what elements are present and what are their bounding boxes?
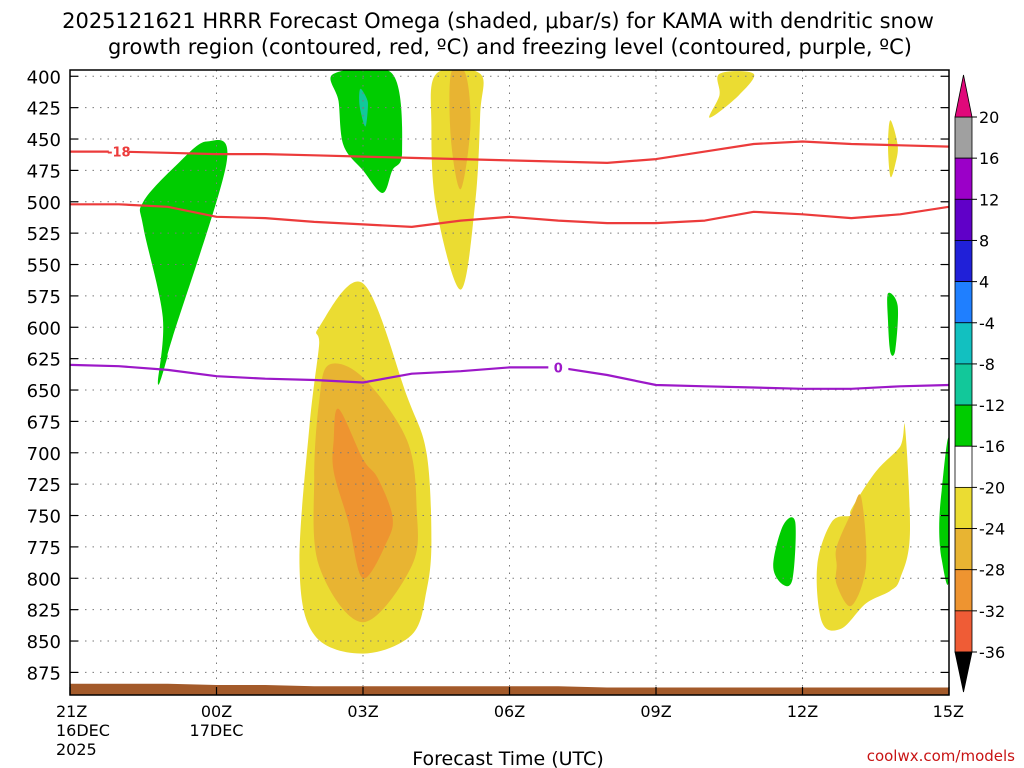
colorbar: -36 -32 -28 -24 -20 -16 -12 -8 -4 4 8 12 16 20	[954, 74, 1005, 693]
colorbar-label-1: -32	[979, 602, 1005, 621]
omega-region-12	[888, 120, 898, 178]
x-tick-date-21Z: 16DEC	[56, 721, 110, 740]
colorbar-swatch-8	[954, 445, 973, 488]
pressure-axis: 400 425 450 475 500 525 550 575 600 625 650 675 700 7…	[27, 67, 949, 684]
chart-title-line-2: growth region (contoured, red, ºC) and f…	[108, 35, 912, 59]
colorbar-swatch-3	[954, 240, 973, 283]
y-tick-label-550: 550	[27, 256, 61, 277]
colorbar-swatch-1	[954, 157, 973, 200]
y-tick-label-750: 750	[27, 507, 61, 528]
chart-title-line-1: 2025121621 HRRR Forecast Omega (shaded, …	[62, 9, 934, 33]
y-tick-label-575: 575	[27, 287, 61, 308]
y-tick-label-400: 400	[27, 67, 61, 88]
contour-label-zero: 0	[554, 361, 563, 376]
omega-region-8	[332, 408, 393, 579]
colorbar-label-7: -8	[979, 355, 995, 374]
colorbar-label-9: 4	[979, 273, 989, 292]
colorbar-label-2: -28	[979, 561, 1005, 580]
colorbar-label-0: -36	[979, 643, 1005, 662]
colorbar-over-triangle	[954, 74, 973, 118]
contour-minus18	[70, 140, 949, 164]
x-tick-label-00Z: 00Z	[201, 702, 232, 721]
colorbar-swatch-7	[954, 404, 973, 447]
omega-region-9	[709, 71, 755, 118]
colorbar-label-10: 8	[979, 231, 989, 250]
omega-region-13	[887, 292, 899, 356]
y-tick-label-600: 600	[27, 318, 61, 339]
y-tick-label-700: 700	[27, 444, 61, 465]
omega-region-2	[330, 70, 403, 193]
colorbar-swatch-10	[954, 528, 973, 571]
y-tick-label-850: 850	[27, 632, 61, 653]
colorbar-swatch-9	[954, 486, 973, 529]
colorbar-under-triangle	[954, 651, 973, 693]
x-tick-label-06Z: 06Z	[494, 702, 525, 721]
contour-dgz-lower	[70, 203, 949, 228]
y-tick-label-775: 775	[27, 538, 61, 559]
contour-label-minus18-bg	[108, 143, 129, 158]
colorbar-label-4: -20	[979, 478, 1005, 497]
colorbar-label-6: -12	[979, 396, 1005, 415]
y-tick-label-800: 800	[27, 569, 61, 590]
colorbar-label-12: 16	[979, 149, 999, 168]
omega-shading	[139, 70, 949, 654]
colorbar-swatch-6	[954, 363, 973, 406]
x-tick-label-12Z: 12Z	[787, 702, 818, 721]
x-tick-label-21Z: 21Z	[56, 702, 87, 721]
colorbar-swatch-11	[954, 569, 973, 612]
x-tick-label-03Z: 03Z	[347, 702, 378, 721]
x-tick-date-00Z: 17DEC	[190, 721, 244, 740]
y-tick-label-675: 675	[27, 412, 61, 433]
colorbar-label-5: -16	[979, 437, 1005, 456]
colorbar-label-13: 20	[979, 108, 999, 127]
colorbar-label-8: -4	[979, 314, 995, 333]
contour-freezing-level	[70, 363, 949, 390]
y-tick-label-725: 725	[27, 475, 61, 496]
y-tick-label-825: 825	[27, 601, 61, 622]
x-tick-label-15Z: 15Z	[933, 702, 964, 721]
contour-label-zero-bg	[548, 359, 569, 374]
omega-region-15	[939, 437, 949, 585]
colorbar-swatch-0	[954, 116, 973, 159]
x-tick-label-09Z: 09Z	[640, 702, 671, 721]
y-tick-label-625: 625	[27, 350, 61, 371]
y-tick-label-650: 650	[27, 381, 61, 402]
contour-label-minus18: -18	[107, 146, 131, 161]
x-axis-label: Forecast Time (UTC)	[412, 748, 603, 768]
y-tick-label-500: 500	[27, 193, 61, 214]
colorbar-swatch-4	[954, 281, 973, 324]
colorbar-label-3: -24	[979, 520, 1005, 539]
colorbar-label-11: 12	[979, 190, 999, 209]
y-tick-label-525: 525	[27, 224, 61, 245]
colorbar-swatch-5	[954, 322, 973, 365]
temperature-contours: -18 0	[70, 140, 949, 390]
y-tick-label-450: 450	[27, 130, 61, 151]
y-tick-label-425: 425	[27, 99, 61, 120]
credit-text: coolwx.com/models	[867, 747, 1015, 765]
y-tick-label-875: 875	[27, 663, 61, 684]
colorbar-swatch-2	[954, 198, 973, 241]
y-tick-label-475: 475	[27, 161, 61, 182]
x-tick-year-21Z: 2025	[56, 740, 97, 759]
omega-region-1	[139, 140, 228, 385]
colorbar-swatch-12	[954, 610, 973, 653]
omega-region-14	[773, 517, 796, 587]
